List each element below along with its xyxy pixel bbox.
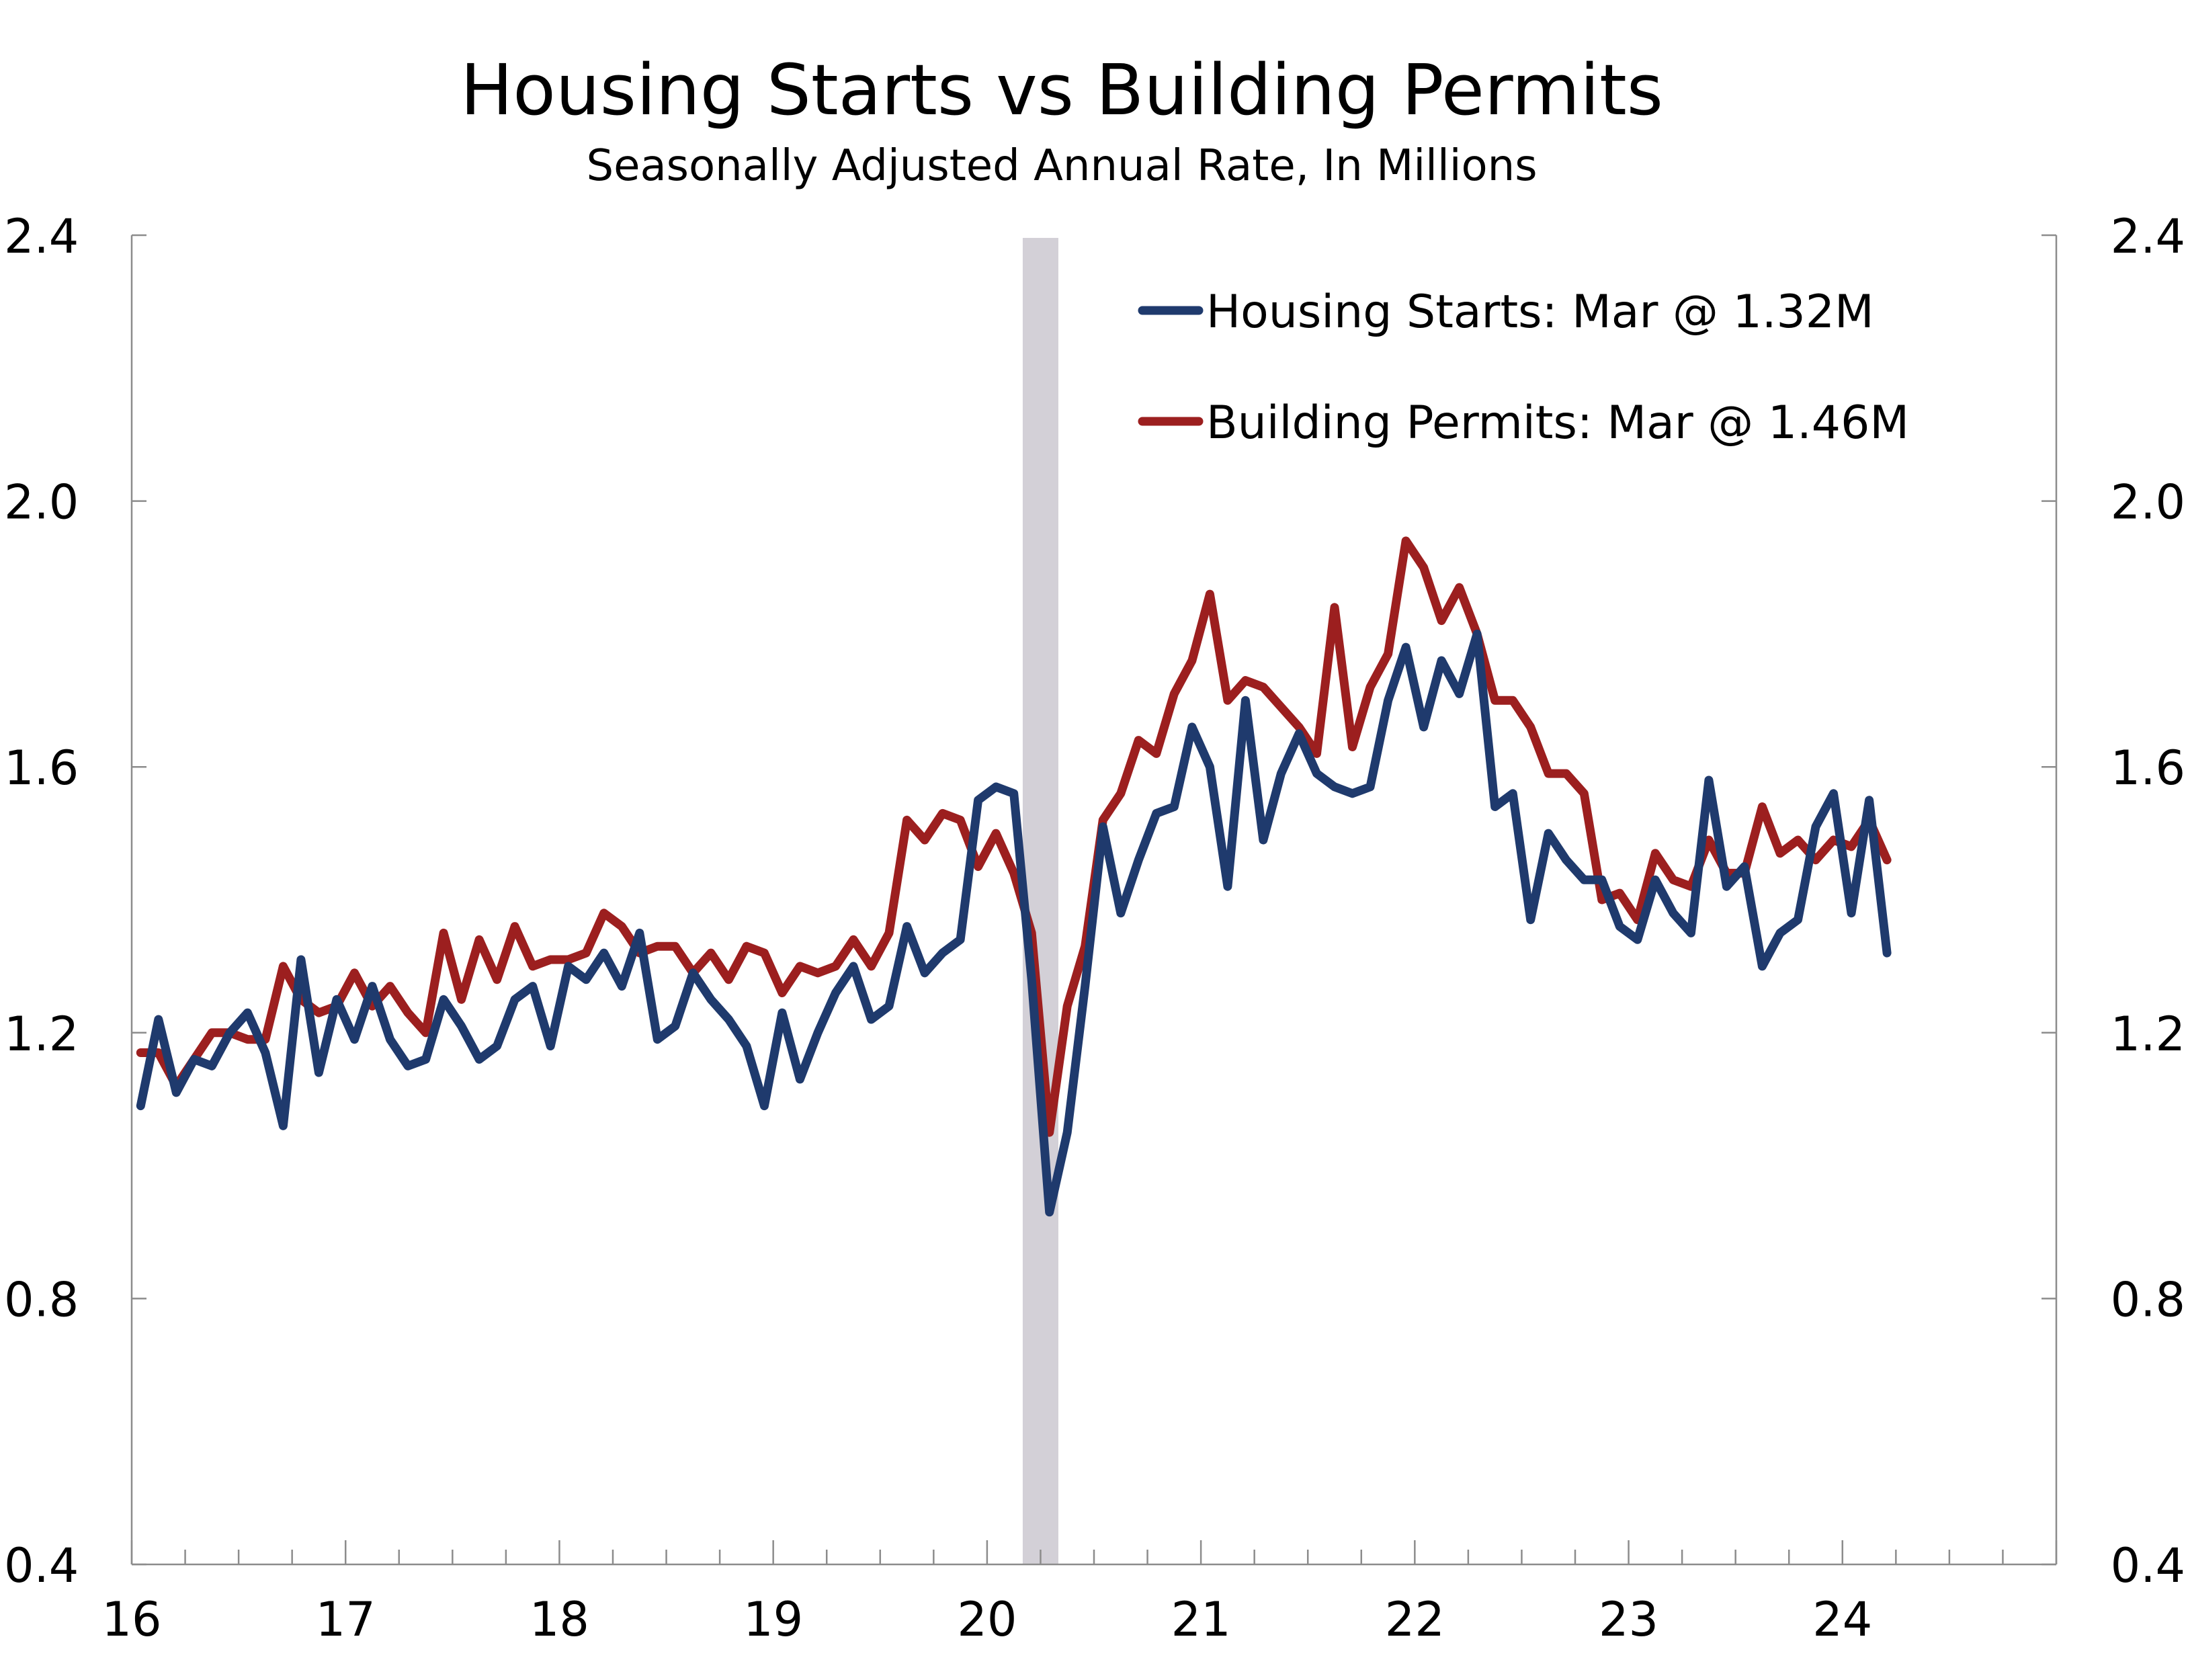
y-tick-label-right: 1.2 bbox=[2111, 1007, 2185, 1062]
y-tick-label-left: 0.4 bbox=[4, 1538, 79, 1593]
x-tick-label: 21 bbox=[1171, 1592, 1231, 1647]
building-permits-line bbox=[136, 536, 1892, 1137]
series-layer bbox=[136, 536, 1892, 1217]
x-tick-label: 17 bbox=[316, 1592, 376, 1647]
y-tick-label-right: 2.4 bbox=[2111, 209, 2185, 264]
y-tick-label-right: 1.6 bbox=[2111, 741, 2185, 796]
y-tick-label-left: 0.8 bbox=[4, 1272, 79, 1327]
axes-layer: 0.4 0.4 0.8 0.8 1.2 1.2 1.6 1.6 2.0 2.0 2.4 2.4 16 17… bbox=[4, 209, 2185, 1647]
x-tick-label: 24 bbox=[1812, 1592, 1872, 1647]
y-tick-label-right: 0.8 bbox=[2111, 1272, 2185, 1327]
chart-subtitle: Seasonally Adjusted Annual Rate, In Mill… bbox=[586, 141, 1537, 191]
y-tick-label-left: 2.0 bbox=[4, 475, 79, 530]
x-tick-label: 19 bbox=[743, 1592, 803, 1647]
y-tick-label-left: 1.6 bbox=[4, 741, 79, 796]
y-tick-label-left: 2.4 bbox=[4, 209, 79, 264]
x-tick-label: 23 bbox=[1599, 1592, 1658, 1647]
legend-label: Housing Starts: Mar @ 1.32M bbox=[1206, 286, 1874, 339]
x-tick-label: 18 bbox=[530, 1592, 589, 1647]
y-tick-label-right: 0.4 bbox=[2111, 1538, 2185, 1593]
chart-title: Housing Starts vs Building Permits bbox=[460, 49, 1663, 131]
x-tick-label: 22 bbox=[1385, 1592, 1445, 1647]
y-tick-label-right: 2.0 bbox=[2111, 475, 2185, 530]
x-tick-label: 16 bbox=[101, 1592, 161, 1647]
housing-starts-line bbox=[136, 629, 1892, 1217]
y-tick-label-left: 1.2 bbox=[4, 1007, 79, 1062]
legend: Housing Starts: Mar @ 1.32M Building Perm… bbox=[1138, 286, 1909, 450]
recession-shading-layer bbox=[1022, 238, 1058, 1564]
legend-label: Building Permits: Mar @ 1.46M bbox=[1206, 396, 1909, 450]
x-tick-label: 20 bbox=[957, 1592, 1017, 1647]
recession-bar bbox=[1022, 238, 1058, 1564]
